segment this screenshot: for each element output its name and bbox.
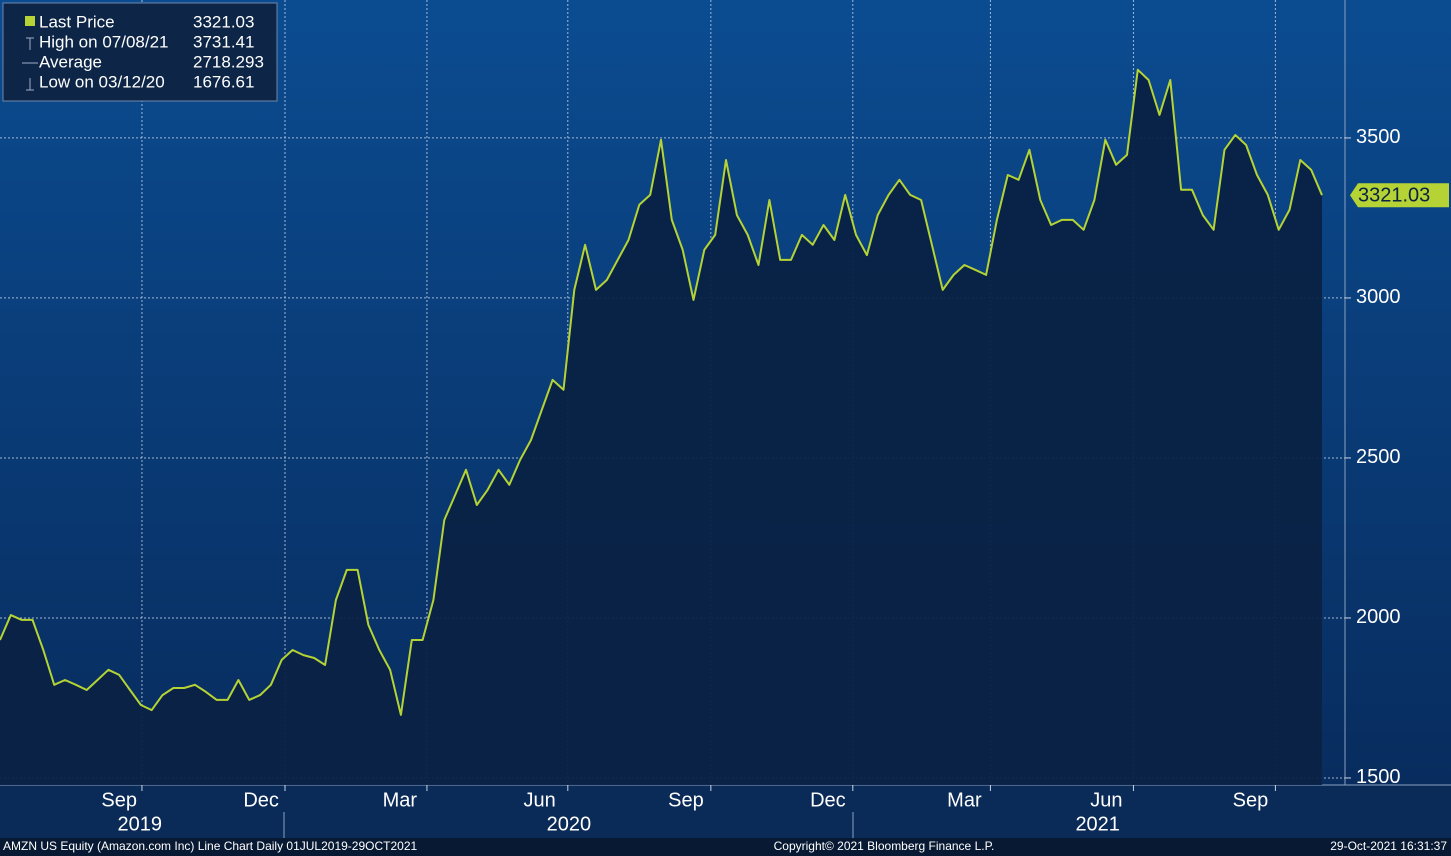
x-axis-band xyxy=(0,785,1451,838)
legend-label: Average xyxy=(39,52,102,71)
legend-label: Last Price xyxy=(39,12,115,31)
legend-value: 3321.03 xyxy=(193,12,254,31)
x-year-label: 2019 xyxy=(118,813,163,835)
price-line xyxy=(0,68,1323,716)
footer-center: Copyright© 2021 Bloomberg Finance L.P. xyxy=(774,839,995,853)
x-tick-label: Sep xyxy=(1233,789,1269,811)
plot-layer: 1500 2000 2500 3000 3500 Sep Dec Mar Jun Sep Dec Ma… xyxy=(0,0,1449,835)
x-tick-label: Jun xyxy=(524,789,556,811)
y-tick-label: 1500 xyxy=(1356,766,1401,788)
legend-value: 3731.41 xyxy=(193,32,254,51)
x-tick-label: Mar xyxy=(947,789,982,811)
x-tick-label: Dec xyxy=(810,789,846,811)
legend-box xyxy=(2,2,278,102)
legend-label: Low on 03/12/20 xyxy=(39,72,165,91)
x-year-label: 2021 xyxy=(1075,813,1120,835)
legend-value: 1676.61 xyxy=(193,72,254,91)
legend-value: 2718.293 xyxy=(193,52,264,71)
legend-label: High on 07/08/21 xyxy=(39,32,169,51)
footer-left: AMZN US Equity (Amazon.com Inc) Line Cha… xyxy=(3,839,417,853)
footer-right: 29-Oct-2021 16:31:37 xyxy=(1330,839,1447,853)
footer-band xyxy=(0,838,1451,856)
legend: Last Price 3321.03 High on 07/08/21 3731… xyxy=(2,2,278,102)
x-year-label: 2020 xyxy=(547,813,592,835)
y-tick-label: 2000 xyxy=(1356,606,1401,628)
y-tick-label: 3500 xyxy=(1356,126,1401,148)
x-tick-label: Sep xyxy=(101,789,137,811)
x-tick-label: Jun xyxy=(1090,789,1122,811)
x-tick-label: Mar xyxy=(383,789,418,811)
last-value-badge xyxy=(1350,183,1449,208)
x-tick-label: Dec xyxy=(243,789,279,811)
y-tick-label: 3000 xyxy=(1356,286,1401,308)
x-tick-label: Sep xyxy=(668,789,704,811)
legend-swatch xyxy=(25,16,35,26)
y-tick-label: 2500 xyxy=(1356,446,1401,468)
last-value-label: 3321.03 xyxy=(1358,184,1430,206)
